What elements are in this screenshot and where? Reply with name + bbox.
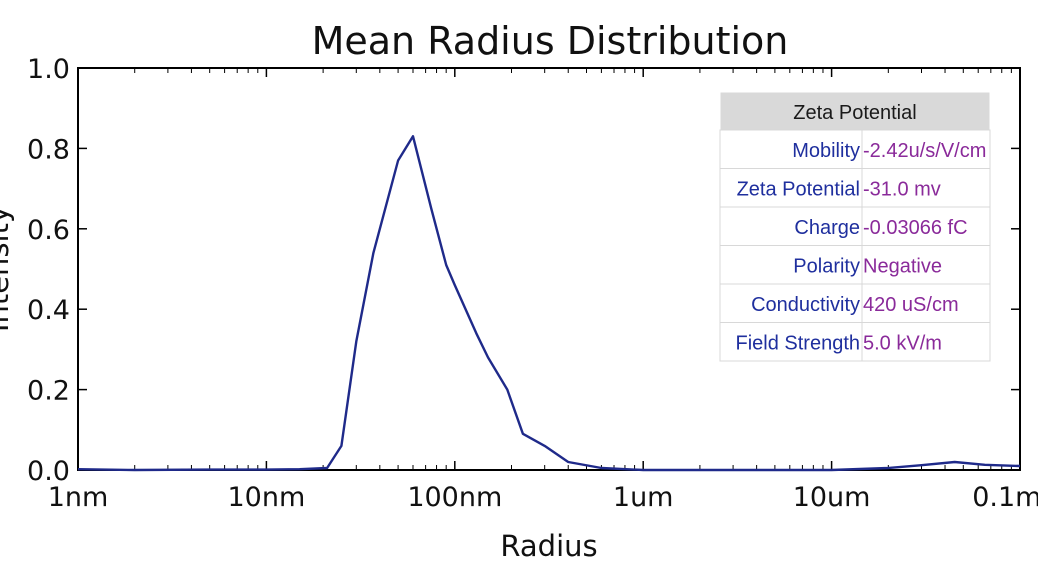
- zeta-value-cell: [861, 322, 991, 362]
- zeta-key: Polarity: [793, 256, 860, 278]
- y-tick-label: 0.0: [27, 456, 70, 487]
- x-tick-label: 100nm: [407, 482, 502, 513]
- zeta-value: -0.03066 fC: [863, 217, 968, 239]
- zeta-key: Conductivity: [751, 294, 860, 316]
- y-tick-label: 0.2: [27, 376, 70, 407]
- zeta-key: Field Strength: [735, 333, 860, 355]
- x-tick-label: 10nm: [228, 482, 306, 513]
- zeta-value-cell: [861, 168, 991, 208]
- zeta-key-cell: [719, 245, 863, 285]
- x-tick-label: 0.1mm: [972, 482, 1038, 513]
- zeta-table-header-bg: [719, 91, 991, 131]
- zeta-value: 5.0 kV/m: [863, 333, 942, 355]
- x-tick-label: 1um: [613, 482, 674, 513]
- x-axis-label: Radius: [500, 529, 597, 563]
- y-axis: 0.0 0.2 0.4 0.6 0.8 1.0: [27, 54, 1020, 487]
- y-tick-label: 0.6: [27, 215, 70, 246]
- zeta-value-cell: [861, 283, 991, 323]
- zeta-value: 420 uS/cm: [863, 294, 959, 316]
- zeta-key-cell: [719, 206, 863, 246]
- intensity-series-line: [77, 135, 1021, 472]
- y-tick-label: 1.0: [27, 54, 70, 85]
- x-axis: 1nm 10nm 100nm 1um 10um 0.1mm: [48, 68, 1038, 513]
- zeta-value: Negative: [863, 256, 942, 278]
- y-tick-label: 0.8: [27, 134, 70, 165]
- zeta-key-cell: [719, 322, 863, 362]
- zeta-key-cell: [719, 283, 863, 323]
- zeta-key-cell: [719, 129, 863, 169]
- zeta-key-cell: [719, 168, 863, 208]
- y-tick-label: 0.4: [27, 295, 70, 326]
- zeta-potential-table: Zeta Potential Mobility -2.42u/s/V/cmZeta…: [719, 91, 991, 362]
- zeta-key: Mobility: [792, 140, 860, 162]
- x-tick-label: 1nm: [48, 482, 109, 513]
- y-axis-label: Intensity: [0, 206, 15, 332]
- zeta-key: Zeta Potential: [737, 179, 860, 201]
- zeta-table-header: Zeta Potential: [793, 102, 916, 124]
- zeta-value: -2.42u/s/V/cm: [863, 140, 986, 162]
- zeta-value: -31.0 mv: [863, 179, 941, 201]
- zeta-key: Charge: [794, 217, 860, 239]
- chart-title: Mean Radius Distribution: [312, 19, 789, 63]
- x-tick-label: 10um: [793, 482, 871, 513]
